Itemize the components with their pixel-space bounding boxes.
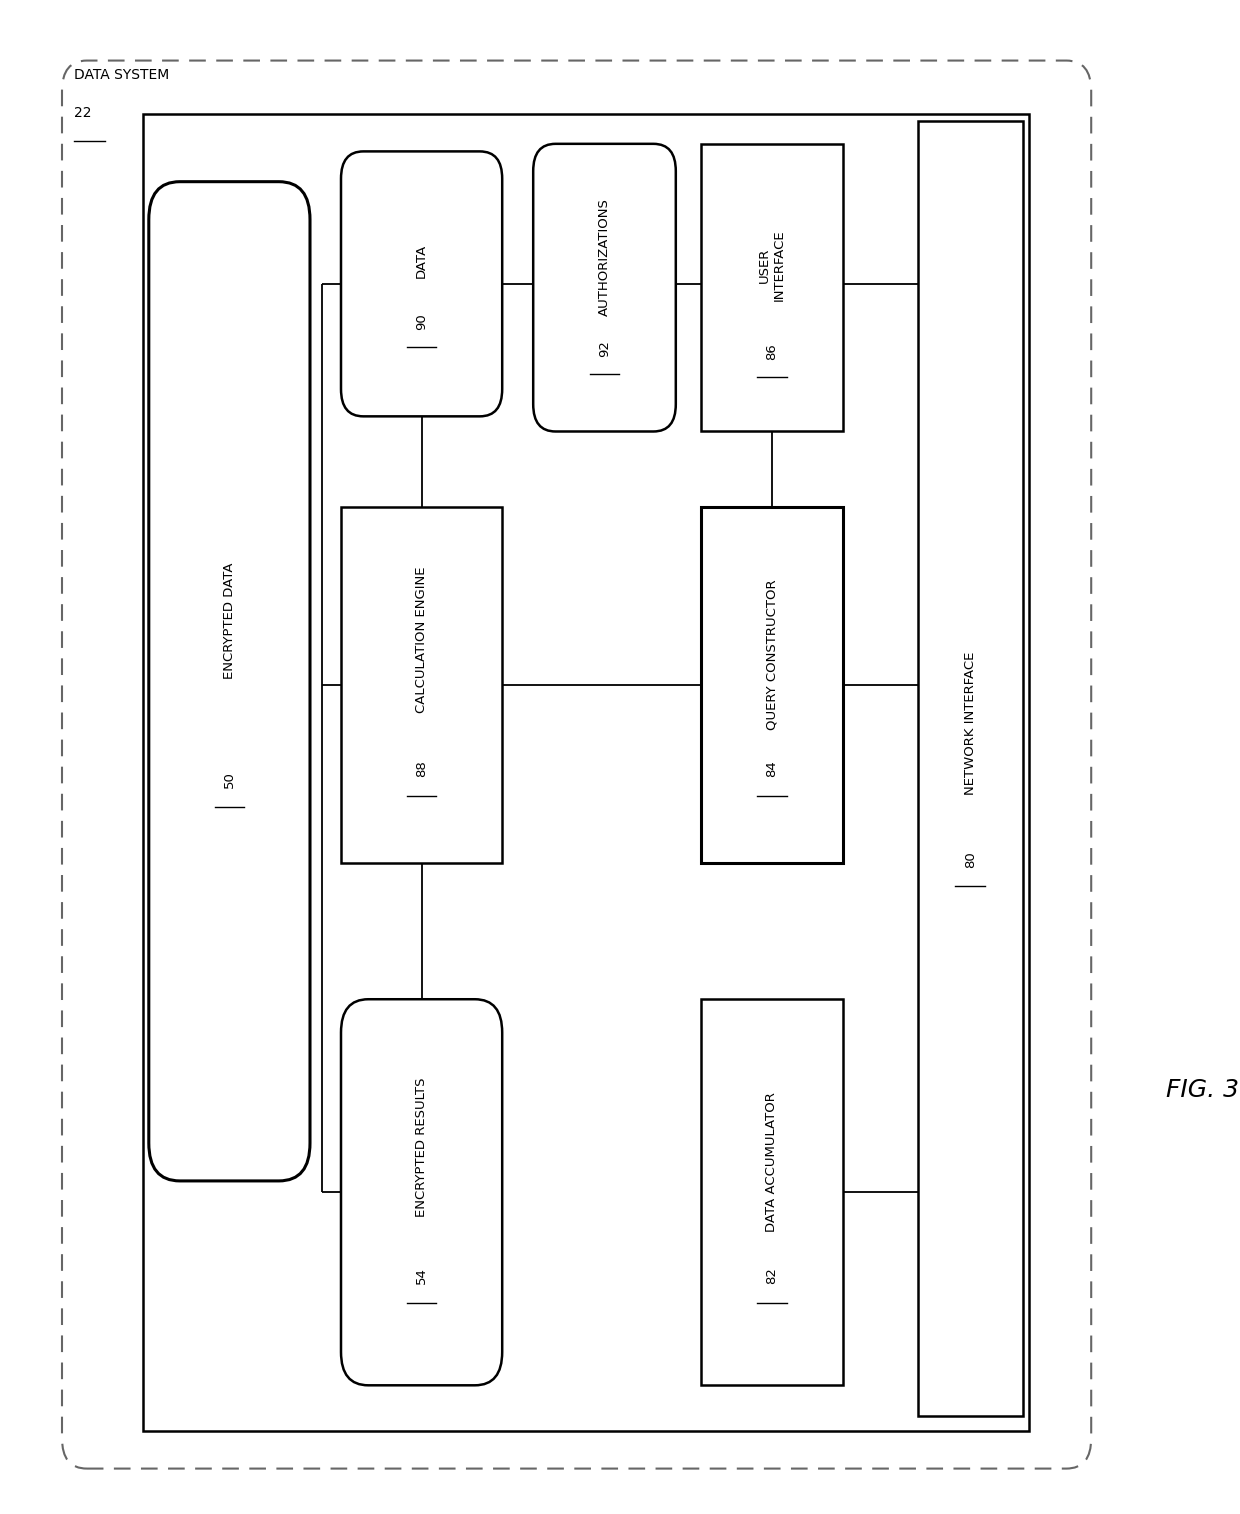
Text: 92: 92 — [598, 339, 611, 357]
FancyBboxPatch shape — [341, 151, 502, 416]
Text: DATA: DATA — [415, 244, 428, 279]
FancyBboxPatch shape — [533, 144, 676, 431]
Text: 84: 84 — [765, 760, 779, 777]
Bar — [918, 121, 1023, 1416]
Text: 54: 54 — [415, 1267, 428, 1284]
Text: AUTHORIZATIONS: AUTHORIZATIONS — [598, 198, 611, 316]
Text: 50: 50 — [223, 771, 236, 789]
Text: 86: 86 — [765, 342, 779, 360]
Bar — [143, 114, 1029, 1431]
Text: ENCRYPTED RESULTS: ENCRYPTED RESULTS — [415, 1076, 428, 1217]
Text: 82: 82 — [765, 1267, 779, 1284]
Text: QUERY CONSTRUCTOR: QUERY CONSTRUCTOR — [765, 580, 779, 730]
Bar — [701, 144, 843, 431]
Text: CALCULATION ENGINE: CALCULATION ENGINE — [415, 566, 428, 713]
Text: DATA ACCUMULATOR: DATA ACCUMULATOR — [765, 1092, 779, 1232]
Text: 90: 90 — [415, 313, 428, 330]
Text: NETWORK INTERFACE: NETWORK INTERFACE — [963, 651, 977, 795]
Text: USER
INTERFACE: USER INTERFACE — [758, 229, 786, 301]
FancyBboxPatch shape — [341, 999, 502, 1385]
Text: DATA SYSTEM: DATA SYSTEM — [74, 68, 170, 82]
Text: FIG. 3: FIG. 3 — [1167, 1078, 1239, 1102]
Bar — [701, 507, 843, 863]
Bar — [701, 999, 843, 1385]
Text: 22: 22 — [74, 106, 92, 120]
FancyBboxPatch shape — [62, 61, 1091, 1469]
Bar — [341, 507, 502, 863]
Text: 80: 80 — [963, 851, 977, 868]
Text: 88: 88 — [415, 760, 428, 777]
FancyBboxPatch shape — [149, 182, 310, 1181]
Text: ENCRYPTED DATA: ENCRYPTED DATA — [223, 563, 236, 678]
